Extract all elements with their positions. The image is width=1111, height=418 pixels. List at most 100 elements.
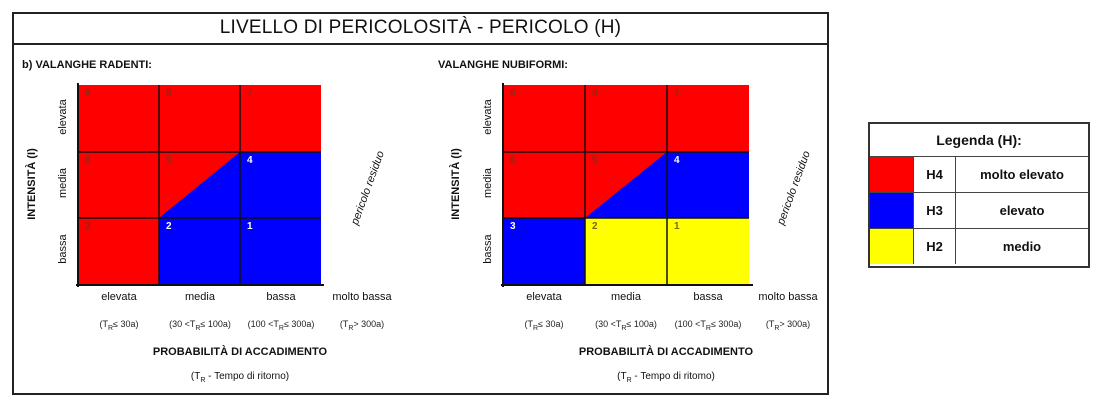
legend-row-h2: H2 medio (870, 229, 1088, 265)
right-cell-8 (585, 85, 667, 152)
right-col-sub-1-a: (T (524, 319, 533, 329)
diagram-frame (12, 12, 829, 395)
left-cell-number-1: 1 (247, 221, 253, 232)
right-y-axis-title: INTENSITÀ (I) (450, 148, 462, 220)
right-cell-number-5: 5 (592, 155, 598, 166)
right-x-sub-a: (T (617, 371, 627, 382)
left-cell-number-4: 4 (247, 155, 253, 166)
left-cell-9 (78, 85, 159, 152)
left-cell-8 (159, 85, 240, 152)
legend-row-h3: H3 elevato (870, 193, 1088, 229)
left-x-sub-b: - Tempo di ritorno) (205, 371, 290, 382)
left-cell-4 (240, 152, 321, 218)
left-col-sub-3-sub: R (278, 324, 284, 332)
right-cell-number-9: 9 (510, 88, 516, 99)
left-x-axis-subtitle: (TR - Tempo di ritorno) (90, 371, 390, 384)
left-matrix: 9 8 7 6 5 4 3 2 1 (78, 85, 321, 285)
left-col-sub-4-a: (T (339, 319, 349, 329)
right-y-label-elevata: elevata (482, 99, 494, 135)
right-col-molto-bassa: molto bassa (758, 291, 818, 303)
left-col-sub-4-sub: R (348, 324, 354, 332)
right-cell-7 (667, 85, 749, 152)
left-col-sub-2: (30 <TR≤ 100a) (159, 319, 241, 332)
right-section-title: VALANGHE NUBIFORMI: (438, 59, 568, 71)
right-cell-number-4: 4 (674, 155, 680, 166)
left-cell-number-7: 7 (247, 88, 253, 99)
right-cell-number-8: 8 (592, 88, 598, 99)
left-cell-number-9: 9 (85, 88, 91, 99)
left-y-label-bassa: bassa (57, 234, 69, 264)
legend-label-h3: elevato (999, 203, 1045, 218)
right-cell-number-6: 6 (510, 155, 516, 166)
right-col-media: media (611, 291, 641, 303)
right-axes (501, 83, 753, 287)
left-col-sub-1-b: ≤ 30a) (113, 319, 139, 329)
left-cell-number-5: 5 (166, 155, 172, 166)
left-col-sub-3-a: (100 <T (247, 319, 279, 329)
right-col-sub-4: (TR> 300a) (747, 319, 829, 332)
right-matrix: 9 8 7 6 5 4 3 2 1 (503, 85, 749, 285)
left-axes (76, 83, 324, 287)
left-col-sub-4-b: > 300a) (353, 319, 385, 329)
right-cell-number-2: 2 (592, 221, 598, 232)
legend-code-h4: H4 (914, 157, 956, 192)
right-col-sub-2: (30 <TR≤ 100a) (585, 319, 667, 332)
left-cell-3 (78, 218, 159, 285)
right-diagonal-split (585, 152, 667, 218)
right-col-sub-1-sub: R (532, 324, 539, 332)
left-col-molto-bassa: molto bassa (332, 291, 392, 303)
right-col-sub-3-sub: R (705, 324, 711, 332)
left-diagonal-split (159, 152, 240, 218)
right-cell-1 (667, 218, 749, 285)
left-col-sub-2-a: (30 <T (169, 319, 196, 329)
left-cell-1 (240, 218, 321, 285)
legend-title: Legenda (H): (870, 124, 1088, 157)
right-col-elevata: elevata (526, 291, 562, 303)
diagram-title: LIVELLO DI PERICOLOSITÀ - PERICOLO (H) (12, 12, 829, 45)
left-col-sub-1-a: (T (99, 319, 108, 329)
left-col-sub-1-sub: R (107, 324, 114, 332)
right-col-sub-2-a: (30 <T (595, 319, 622, 329)
legend-swatch-h4 (870, 157, 914, 192)
right-col-sub-3: (100 <TR≤ 300a) (667, 319, 749, 332)
left-cell-number-3: 3 (85, 221, 91, 232)
left-cell-2 (159, 218, 240, 285)
left-col-bassa: bassa (266, 291, 296, 303)
right-x-axis-subtitle: (TR - Tempo di ritomo) (516, 371, 816, 384)
left-col-media: media (185, 291, 215, 303)
right-col-sub-4-a: (T (765, 319, 775, 329)
right-y-label-media: media (482, 168, 494, 198)
right-col-sub-3-b: ≤ 300a) (710, 319, 742, 329)
left-x-sub-sub: R (200, 377, 206, 384)
left-col-elevata: elevata (101, 291, 137, 303)
right-cell-2 (585, 218, 667, 285)
left-cell-6 (78, 152, 159, 218)
legend-label-h2: medio (1002, 239, 1042, 254)
left-col-sub-1: (TR≤ 30a) (78, 319, 160, 332)
left-x-axis-title: PROBABILITÀ DI ACCADIMENTO (152, 346, 328, 358)
right-cell-number-3: 3 (510, 221, 516, 232)
right-x-sub-sub: R (626, 377, 632, 384)
right-x-sub-b: - Tempo di ritomo) (631, 371, 715, 382)
left-col-sub-3-b: ≤ 300a) (283, 319, 315, 329)
right-cell-number-1: 1 (674, 221, 680, 232)
left-x-sub-a: (T (190, 371, 201, 382)
left-section-title: b) VALANGHE RADENTI: (22, 59, 152, 71)
right-cell-number-7: 7 (674, 88, 680, 99)
right-grid (503, 85, 749, 285)
legend-row-h4: H4 molto elevato (870, 157, 1088, 193)
right-col-bassa: bassa (693, 291, 723, 303)
right-col-sub-4-b: > 300a) (779, 319, 811, 329)
left-cell-number-6: 6 (85, 155, 91, 166)
right-cell-3 (503, 218, 585, 285)
left-grid (78, 85, 321, 285)
left-y-label-media: media (57, 168, 69, 198)
left-y-label-elevata: elevata (57, 99, 69, 135)
legend-code-h3: H3 (914, 193, 956, 228)
left-col-sub-4: (TR> 300a) (321, 319, 403, 332)
left-col-sub-3: (100 <TR≤ 300a) (240, 319, 322, 332)
right-cell-6 (503, 152, 585, 218)
left-cell-7 (240, 85, 321, 152)
right-col-sub-2-sub: R (621, 324, 627, 332)
right-cell-4 (667, 152, 749, 218)
